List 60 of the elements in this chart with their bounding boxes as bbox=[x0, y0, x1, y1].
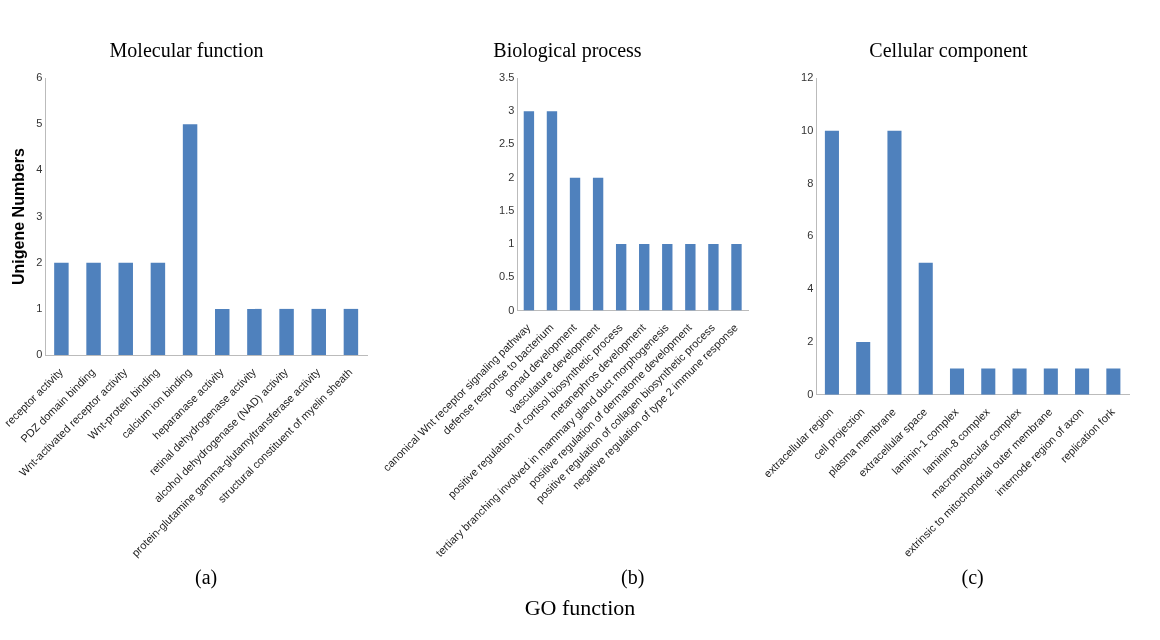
y-tick-label: 1 bbox=[36, 301, 43, 314]
y-tick-label: 3 bbox=[36, 209, 43, 222]
y-tick-label: 0 bbox=[36, 348, 43, 361]
bar bbox=[279, 308, 294, 356]
bar bbox=[311, 308, 326, 356]
chart-title: Molecular function bbox=[109, 39, 264, 62]
y-axis-title: Unigene Numbers bbox=[10, 147, 28, 285]
bar bbox=[1012, 368, 1027, 395]
bar bbox=[1106, 368, 1121, 395]
y-tick-label: 2.5 bbox=[499, 137, 515, 150]
bar bbox=[887, 130, 902, 395]
y-tick-label: 2 bbox=[36, 255, 43, 268]
bar bbox=[1075, 368, 1090, 395]
bar bbox=[86, 262, 101, 356]
y-tick-label: 0 bbox=[508, 303, 515, 316]
x-axis-title: (c) bbox=[961, 566, 984, 590]
y-tick-label: 0.5 bbox=[499, 270, 515, 283]
bar bbox=[569, 177, 581, 311]
bar bbox=[592, 177, 604, 311]
bar bbox=[523, 111, 535, 311]
y-tick-label: 1.5 bbox=[499, 203, 515, 216]
bar bbox=[685, 244, 696, 311]
x-axis-title: (b) bbox=[621, 566, 645, 590]
bar bbox=[981, 368, 996, 395]
bar bbox=[150, 262, 166, 356]
y-tick-label: 6 bbox=[807, 229, 814, 242]
y-tick-label: 8 bbox=[807, 176, 814, 189]
y-tick-label: 3 bbox=[508, 104, 515, 117]
bar bbox=[215, 308, 230, 356]
y-tick-label: 4 bbox=[807, 282, 814, 295]
y-tick-label: 2 bbox=[508, 170, 515, 183]
bar bbox=[856, 342, 871, 395]
bar bbox=[731, 244, 742, 311]
y-tick-label: 5 bbox=[36, 117, 43, 130]
x-axis-title: (a) bbox=[195, 566, 218, 590]
bar bbox=[918, 262, 933, 395]
y-tick-label: 6 bbox=[36, 71, 43, 84]
bar bbox=[118, 262, 133, 356]
bar bbox=[662, 244, 673, 311]
bar bbox=[639, 244, 650, 311]
bar bbox=[546, 111, 558, 311]
y-tick-label: 10 bbox=[801, 123, 814, 136]
y-tick-label: 2 bbox=[807, 335, 814, 348]
bar bbox=[949, 368, 965, 395]
y-tick-label: 0 bbox=[807, 387, 814, 400]
text: GO function bbox=[524, 595, 636, 620]
bar bbox=[343, 308, 359, 356]
y-tick-label: 12 bbox=[801, 71, 814, 84]
y-tick-label: 4 bbox=[36, 163, 43, 176]
bar bbox=[824, 130, 839, 395]
bar bbox=[708, 244, 719, 311]
chart-title: Biological process bbox=[493, 39, 642, 63]
bar bbox=[1043, 368, 1058, 395]
bar bbox=[54, 262, 69, 356]
chart-title: Cellular component bbox=[869, 39, 1029, 63]
y-tick-label: 3.5 bbox=[499, 71, 515, 84]
y-tick-label: 1 bbox=[508, 237, 515, 250]
bar bbox=[615, 244, 627, 311]
bar bbox=[182, 124, 198, 356]
bar bbox=[247, 308, 262, 356]
